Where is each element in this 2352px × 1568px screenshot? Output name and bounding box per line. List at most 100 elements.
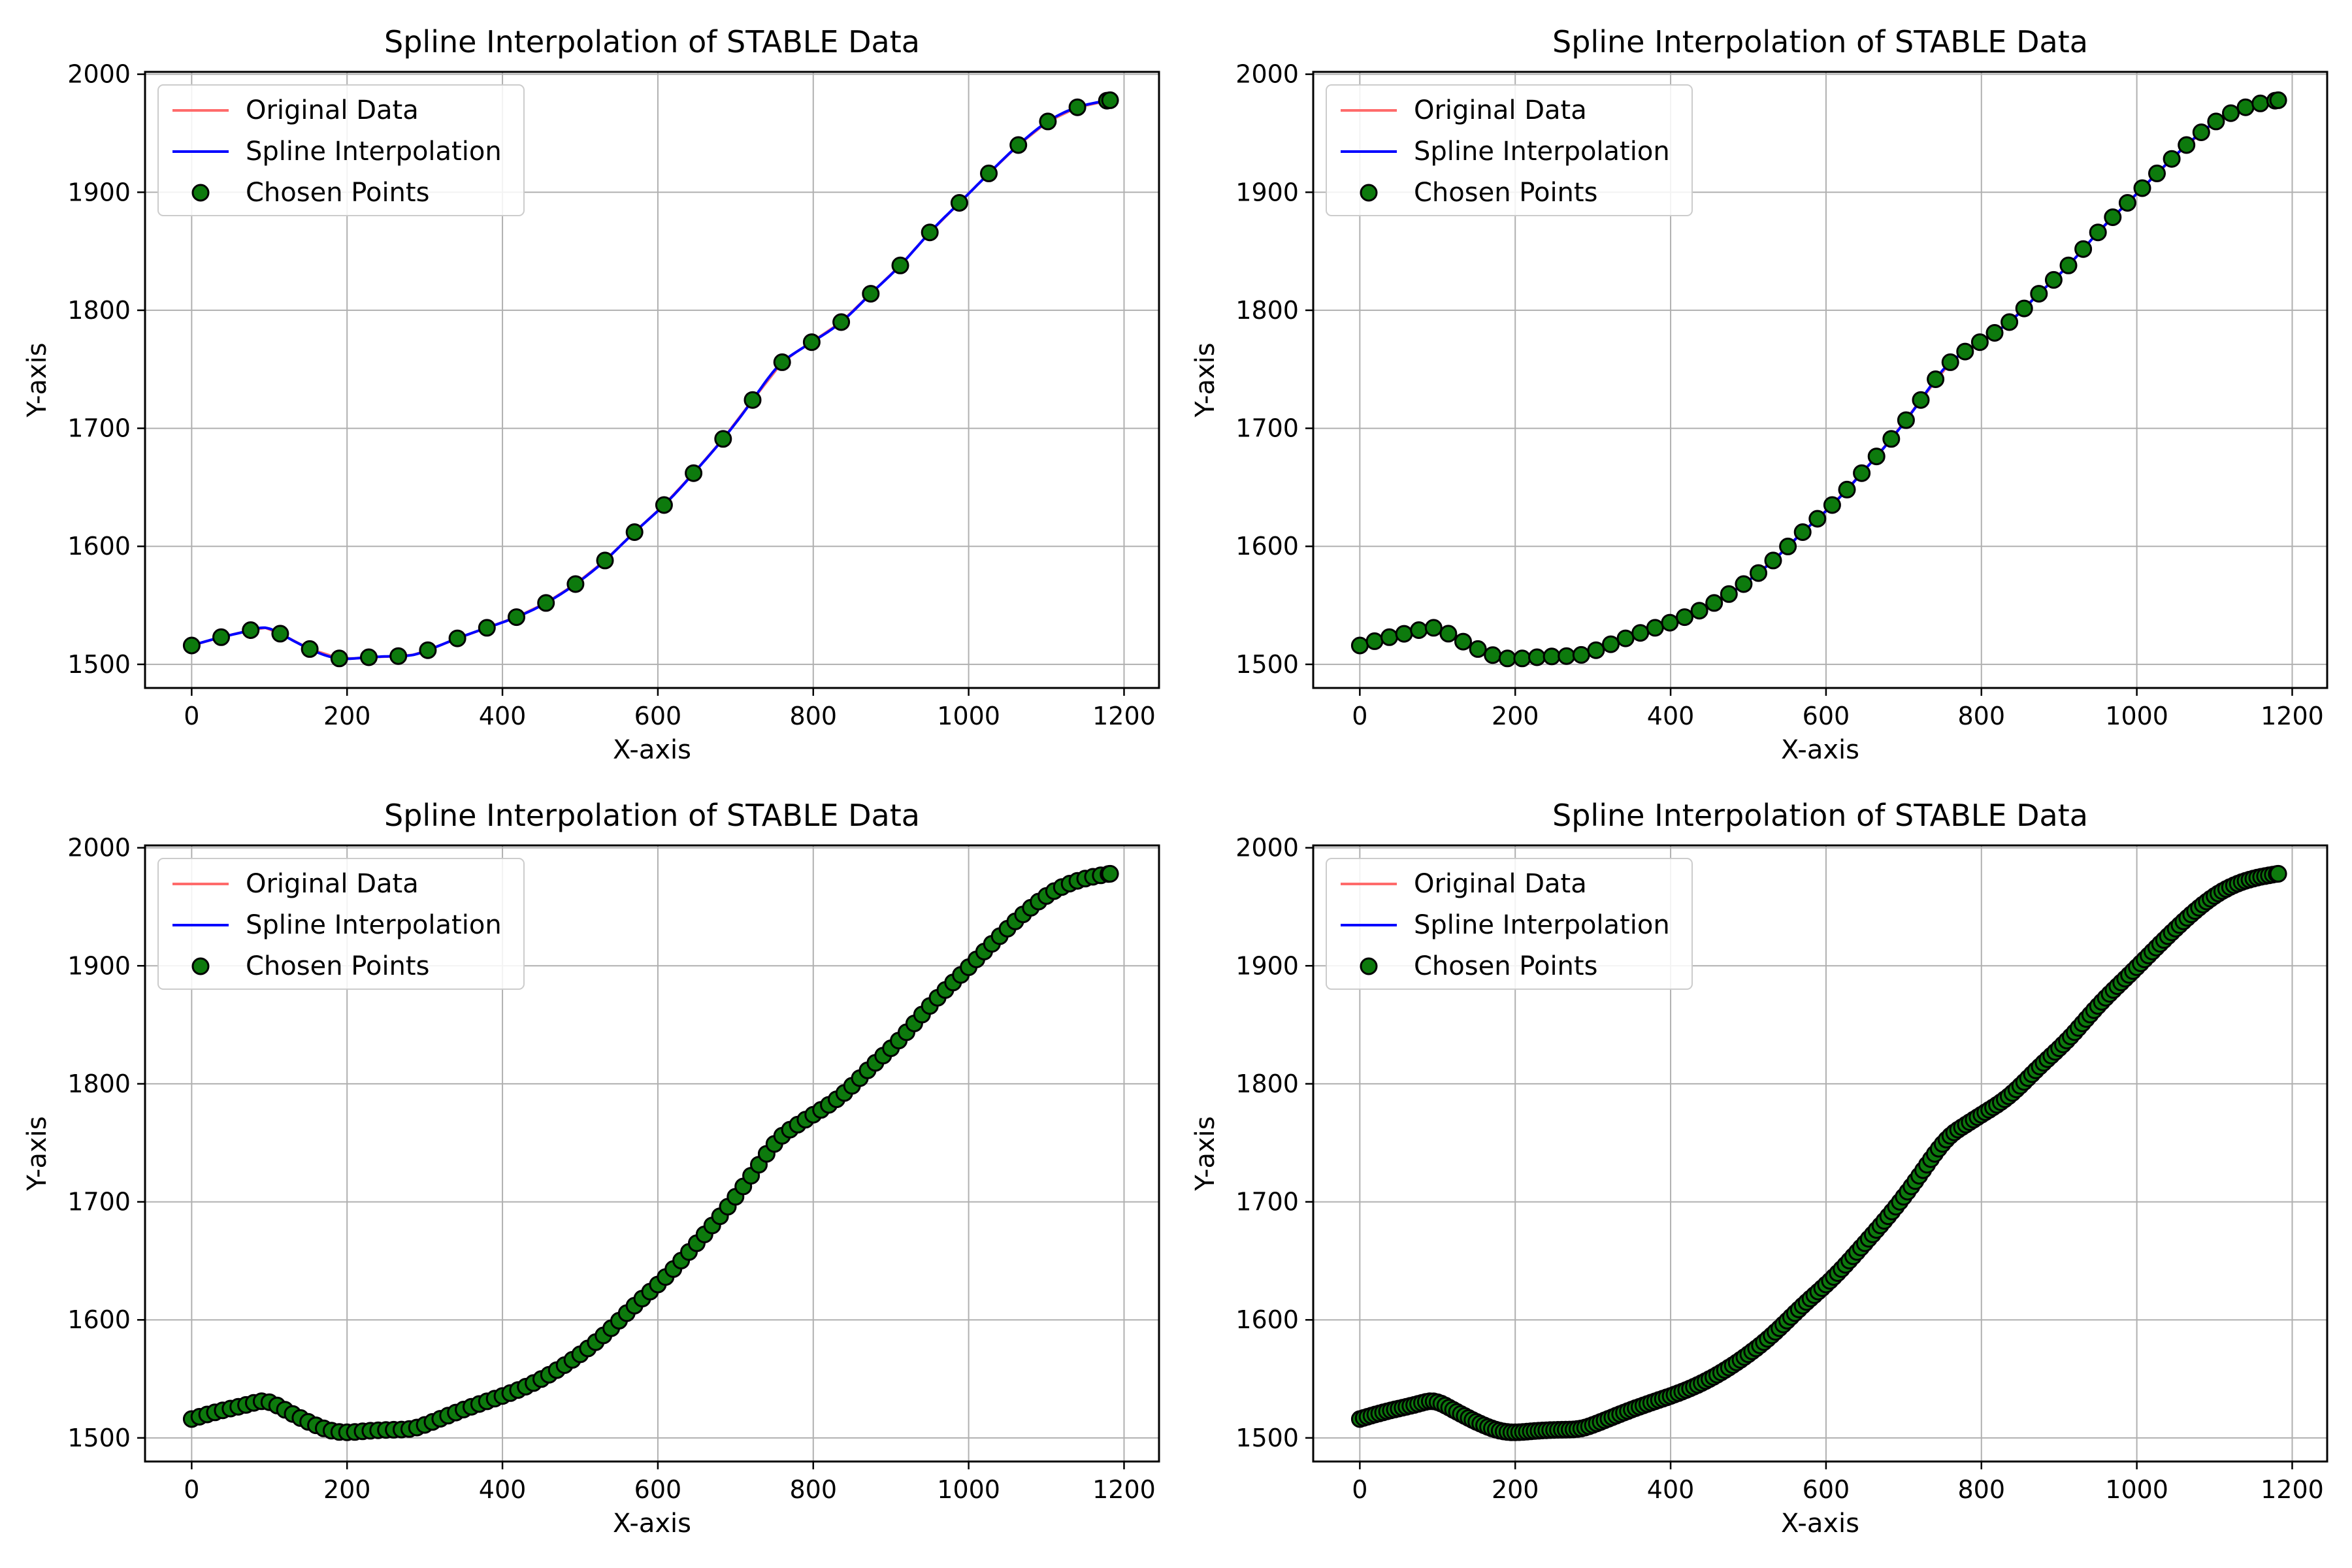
chosen-point	[1365, 632, 1384, 650]
chosen-point	[1705, 594, 1723, 612]
legend-label: Chosen Points	[1414, 178, 1597, 208]
chosen-point	[182, 636, 201, 655]
chosen-point	[2207, 112, 2225, 131]
legend-box	[157, 84, 525, 216]
chosen-point	[625, 523, 644, 541]
chosen-point	[1616, 629, 1635, 647]
chosen-point	[832, 313, 851, 331]
chosen-point	[773, 353, 791, 371]
chosen-point	[2178, 136, 2196, 154]
chosen-point	[1882, 430, 1901, 448]
y-tick-label: 1500	[67, 1424, 131, 1452]
chosen-point	[1956, 342, 1974, 361]
x-tick-label: 0	[184, 1475, 199, 1504]
chart-title: Spline Interpolation of STABLE Data	[1552, 24, 2088, 59]
chosen-point	[448, 629, 466, 647]
legend-box	[1326, 84, 1693, 216]
chosen-point	[389, 647, 408, 665]
chosen-point	[2059, 256, 2078, 274]
legend-swatch-points	[1360, 957, 1378, 975]
chosen-point	[2269, 91, 2287, 109]
chosen-point	[1587, 641, 1605, 659]
chosen-point	[1484, 646, 1502, 664]
x-tick-label: 800	[790, 1475, 838, 1504]
chosen-point	[1101, 91, 1119, 109]
chosen-point	[2015, 299, 2033, 318]
y-tick-label: 2000	[1235, 834, 1299, 862]
y-tick-label: 1500	[1235, 650, 1299, 679]
chosen-point	[2269, 864, 2287, 883]
x-tick-label: 800	[1958, 702, 2006, 730]
x-tick-label: 1000	[937, 1475, 1000, 1504]
chosen-point	[1676, 608, 1693, 627]
chosen-point	[1528, 648, 1546, 666]
chosen-point	[1912, 391, 1930, 409]
y-tick-label: 1600	[67, 1305, 131, 1334]
chosen-point	[1558, 647, 1576, 665]
x-tick-label: 0	[1352, 1475, 1367, 1504]
chosen-point	[1350, 636, 1369, 655]
y-tick-label: 2000	[67, 834, 131, 862]
chosen-point	[1513, 649, 1531, 668]
y-tick-label: 1500	[1235, 1424, 1299, 1452]
chosen-point	[2030, 285, 2048, 303]
chosen-point	[2163, 150, 2181, 168]
legend: Original Data Spline Interpolation Chosen …	[1326, 858, 1693, 990]
y-axis-label: Y-axis	[22, 342, 52, 417]
y-tick-label: 1600	[67, 532, 131, 561]
chosen-point	[330, 649, 348, 668]
chosen-point	[921, 223, 939, 242]
y-axis-label: Y-axis	[1190, 1116, 1220, 1191]
legend: Original Data Spline Interpolation Chosen …	[1326, 84, 1693, 216]
y-tick-label: 1900	[67, 178, 131, 206]
chosen-point	[655, 496, 673, 514]
chosen-point	[1439, 625, 1458, 643]
chosen-point	[1454, 632, 1472, 651]
y-tick-label: 1800	[1235, 1070, 1299, 1098]
x-tick-label: 600	[634, 702, 682, 730]
chosen-point	[566, 575, 585, 593]
x-axis-label: X-axis	[1781, 1509, 1859, 1539]
legend-label: Original Data	[246, 869, 419, 899]
chosen-point	[1764, 551, 1782, 570]
chosen-point	[212, 628, 230, 646]
x-tick-label: 0	[184, 702, 199, 730]
axes-frame	[144, 844, 1160, 1463]
chosen-point	[2074, 240, 2093, 258]
legend-swatch-points	[191, 957, 210, 975]
y-tick-label: 1900	[67, 951, 131, 980]
chosen-point	[2118, 194, 2136, 212]
subplot-1: 0 200 400 600 800 1000 1200 1500 1600 1700 1800 190…	[22, 24, 1160, 765]
y-tick-label: 1700	[67, 414, 131, 443]
chart-title: Spline Interpolation of STABLE Data	[384, 24, 920, 59]
chosen-point	[360, 648, 378, 666]
chosen-point	[1867, 448, 1886, 466]
chart-title: Spline Interpolation of STABLE Data	[384, 798, 920, 833]
chosen-point	[1970, 333, 1989, 351]
chosen-point	[2104, 208, 2122, 226]
chosen-point	[2001, 313, 2019, 331]
legend: Original Data Spline Interpolation Chosen …	[157, 858, 525, 990]
legend-label: Chosen Points	[1414, 951, 1597, 981]
chosen-point	[2044, 270, 2063, 289]
chosen-point	[271, 625, 289, 643]
x-tick-label: 1200	[1092, 1475, 1156, 1504]
chosen-point	[891, 256, 909, 274]
x-tick-label: 1200	[1092, 702, 1156, 730]
y-axis-label: Y-axis	[22, 1116, 52, 1191]
chosen-point	[1927, 370, 1945, 388]
axes-frame	[144, 71, 1160, 689]
chosen-point	[2089, 223, 2107, 242]
x-tick-label: 1000	[937, 702, 1000, 730]
x-tick-label: 0	[1352, 702, 1367, 730]
subplot-3: 0 200 400 600 800 1000 1200 1500 1600 1700 1800 190…	[22, 798, 1160, 1539]
chosen-point	[1838, 480, 1856, 498]
y-tick-label: 1900	[1235, 951, 1299, 980]
chosen-point	[802, 333, 821, 351]
chosen-point	[1720, 585, 1738, 603]
y-tick-label: 1700	[1235, 414, 1299, 443]
chosen-point	[2222, 104, 2240, 122]
y-tick-label: 1700	[1235, 1188, 1299, 1217]
chosen-point	[1469, 640, 1487, 658]
chosen-point	[1039, 112, 1057, 131]
